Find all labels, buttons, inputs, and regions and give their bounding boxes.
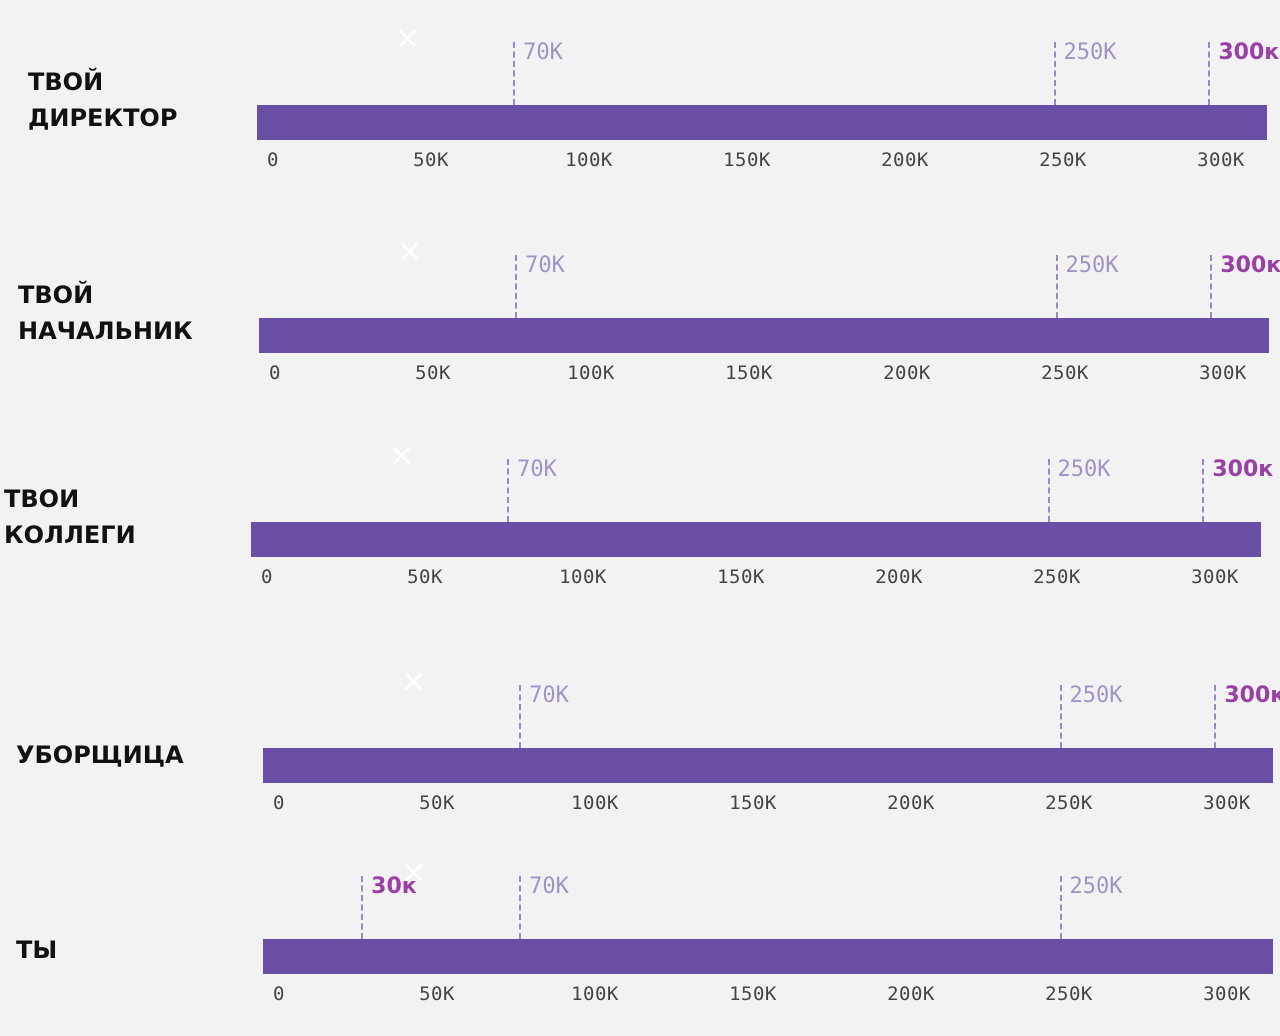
tick-label: 0	[273, 792, 285, 814]
tick-label: 0	[273, 983, 285, 1005]
marker-label: 300к	[1220, 253, 1280, 278]
close-icon[interactable]: ×	[401, 855, 427, 890]
tick-label: 150K	[729, 983, 777, 1005]
tick-label: 50K	[407, 566, 443, 588]
bar	[263, 939, 1273, 974]
tick-label: 150K	[723, 149, 771, 171]
tick-label: 300K	[1199, 362, 1247, 384]
tick-label: 0	[267, 149, 279, 171]
tick-label: 100K	[567, 362, 615, 384]
tick-label: 250K	[1039, 149, 1087, 171]
tick-label: 150K	[729, 792, 777, 814]
marker-label: 250K	[1063, 40, 1117, 65]
marker-label: 70K	[517, 457, 557, 482]
row-label: ТЫ	[16, 936, 58, 964]
tick-label: 100K	[565, 149, 613, 171]
row-label: УБОРЩИЦА	[16, 741, 184, 769]
row-label: ТВОИ КОЛЛЕГИ	[4, 485, 136, 549]
marker-line	[1053, 42, 1056, 105]
marker-line	[1047, 459, 1050, 522]
chart-row: УБОРЩИЦА × 0 50K 100K 150K 200K 250K 300K 70K 250K…	[0, 643, 1280, 843]
close-icon[interactable]: ×	[401, 664, 427, 699]
marker-label: 30к	[371, 874, 417, 899]
chart-row: ТЫ × 0 50K 100K 150K 200K 250K 300K 30к 70K 250K	[0, 834, 1280, 1034]
marker-line	[507, 459, 510, 522]
marker-label: 300к	[1218, 40, 1280, 65]
tick-label: 200K	[881, 149, 929, 171]
tick-label: 150K	[717, 566, 765, 588]
marker-label: 250K	[1065, 253, 1119, 278]
tick-label: 50K	[413, 149, 449, 171]
marker-label: 300к	[1212, 457, 1274, 482]
close-icon[interactable]: ×	[397, 234, 423, 269]
marker-line	[519, 876, 522, 939]
marker-label: 70K	[523, 40, 563, 65]
tick-label: 250K	[1045, 792, 1093, 814]
tick-label: 0	[269, 362, 281, 384]
chart-row: ТВОЙ ДИРЕКТОР × 0 50K 100K 150K 200K 250K 300K 70…	[0, 0, 1280, 200]
tick-label: 250K	[1041, 362, 1089, 384]
bar	[257, 105, 1267, 140]
marker-label: 70K	[525, 253, 565, 278]
tick-label: 300K	[1197, 149, 1245, 171]
marker-line	[1055, 255, 1058, 318]
marker-line	[515, 255, 518, 318]
close-icon[interactable]: ×	[389, 438, 415, 473]
tick-label: 0	[261, 566, 273, 588]
tick-label: 250K	[1033, 566, 1081, 588]
tick-label: 300K	[1203, 983, 1251, 1005]
marker-line	[519, 685, 522, 748]
bar	[263, 748, 1273, 783]
tick-label: 200K	[887, 792, 935, 814]
marker-line	[1202, 459, 1205, 522]
tick-label: 200K	[887, 983, 935, 1005]
marker-label: 250K	[1069, 874, 1123, 899]
row-label: ТВОЙ НАЧАЛЬНИК	[18, 281, 193, 345]
marker-label: 250K	[1069, 683, 1123, 708]
tick-label: 100K	[559, 566, 607, 588]
marker-line	[1208, 42, 1211, 105]
marker-label: 300к	[1224, 683, 1280, 708]
tick-label: 250K	[1045, 983, 1093, 1005]
bar	[251, 522, 1261, 557]
tick-label: 50K	[419, 983, 455, 1005]
marker-line	[1059, 685, 1062, 748]
bar	[259, 318, 1269, 353]
tick-label: 200K	[883, 362, 931, 384]
marker-label: 70K	[529, 874, 569, 899]
tick-label: 150K	[725, 362, 773, 384]
marker-label: 250K	[1057, 457, 1111, 482]
tick-label: 100K	[571, 792, 619, 814]
marker-label: 70K	[529, 683, 569, 708]
row-label: ТВОЙ ДИРЕКТОР	[28, 68, 178, 132]
marker-line	[1210, 255, 1213, 318]
close-icon[interactable]: ×	[395, 21, 421, 56]
marker-line	[361, 876, 364, 939]
marker-line	[513, 42, 516, 105]
marker-line	[1059, 876, 1062, 939]
marker-line	[1214, 685, 1217, 748]
tick-label: 50K	[419, 792, 455, 814]
tick-label: 100K	[571, 983, 619, 1005]
tick-label: 50K	[415, 362, 451, 384]
chart-row: ТВОИ КОЛЛЕГИ × 0 50K 100K 150K 200K 250K 300K 70K…	[0, 417, 1280, 617]
tick-label: 300K	[1203, 792, 1251, 814]
tick-label: 200K	[875, 566, 923, 588]
tick-label: 300K	[1191, 566, 1239, 588]
chart-row: ТВОЙ НАЧАЛЬНИК × 0 50K 100K 150K 200K 250K 300K 7…	[0, 213, 1280, 413]
